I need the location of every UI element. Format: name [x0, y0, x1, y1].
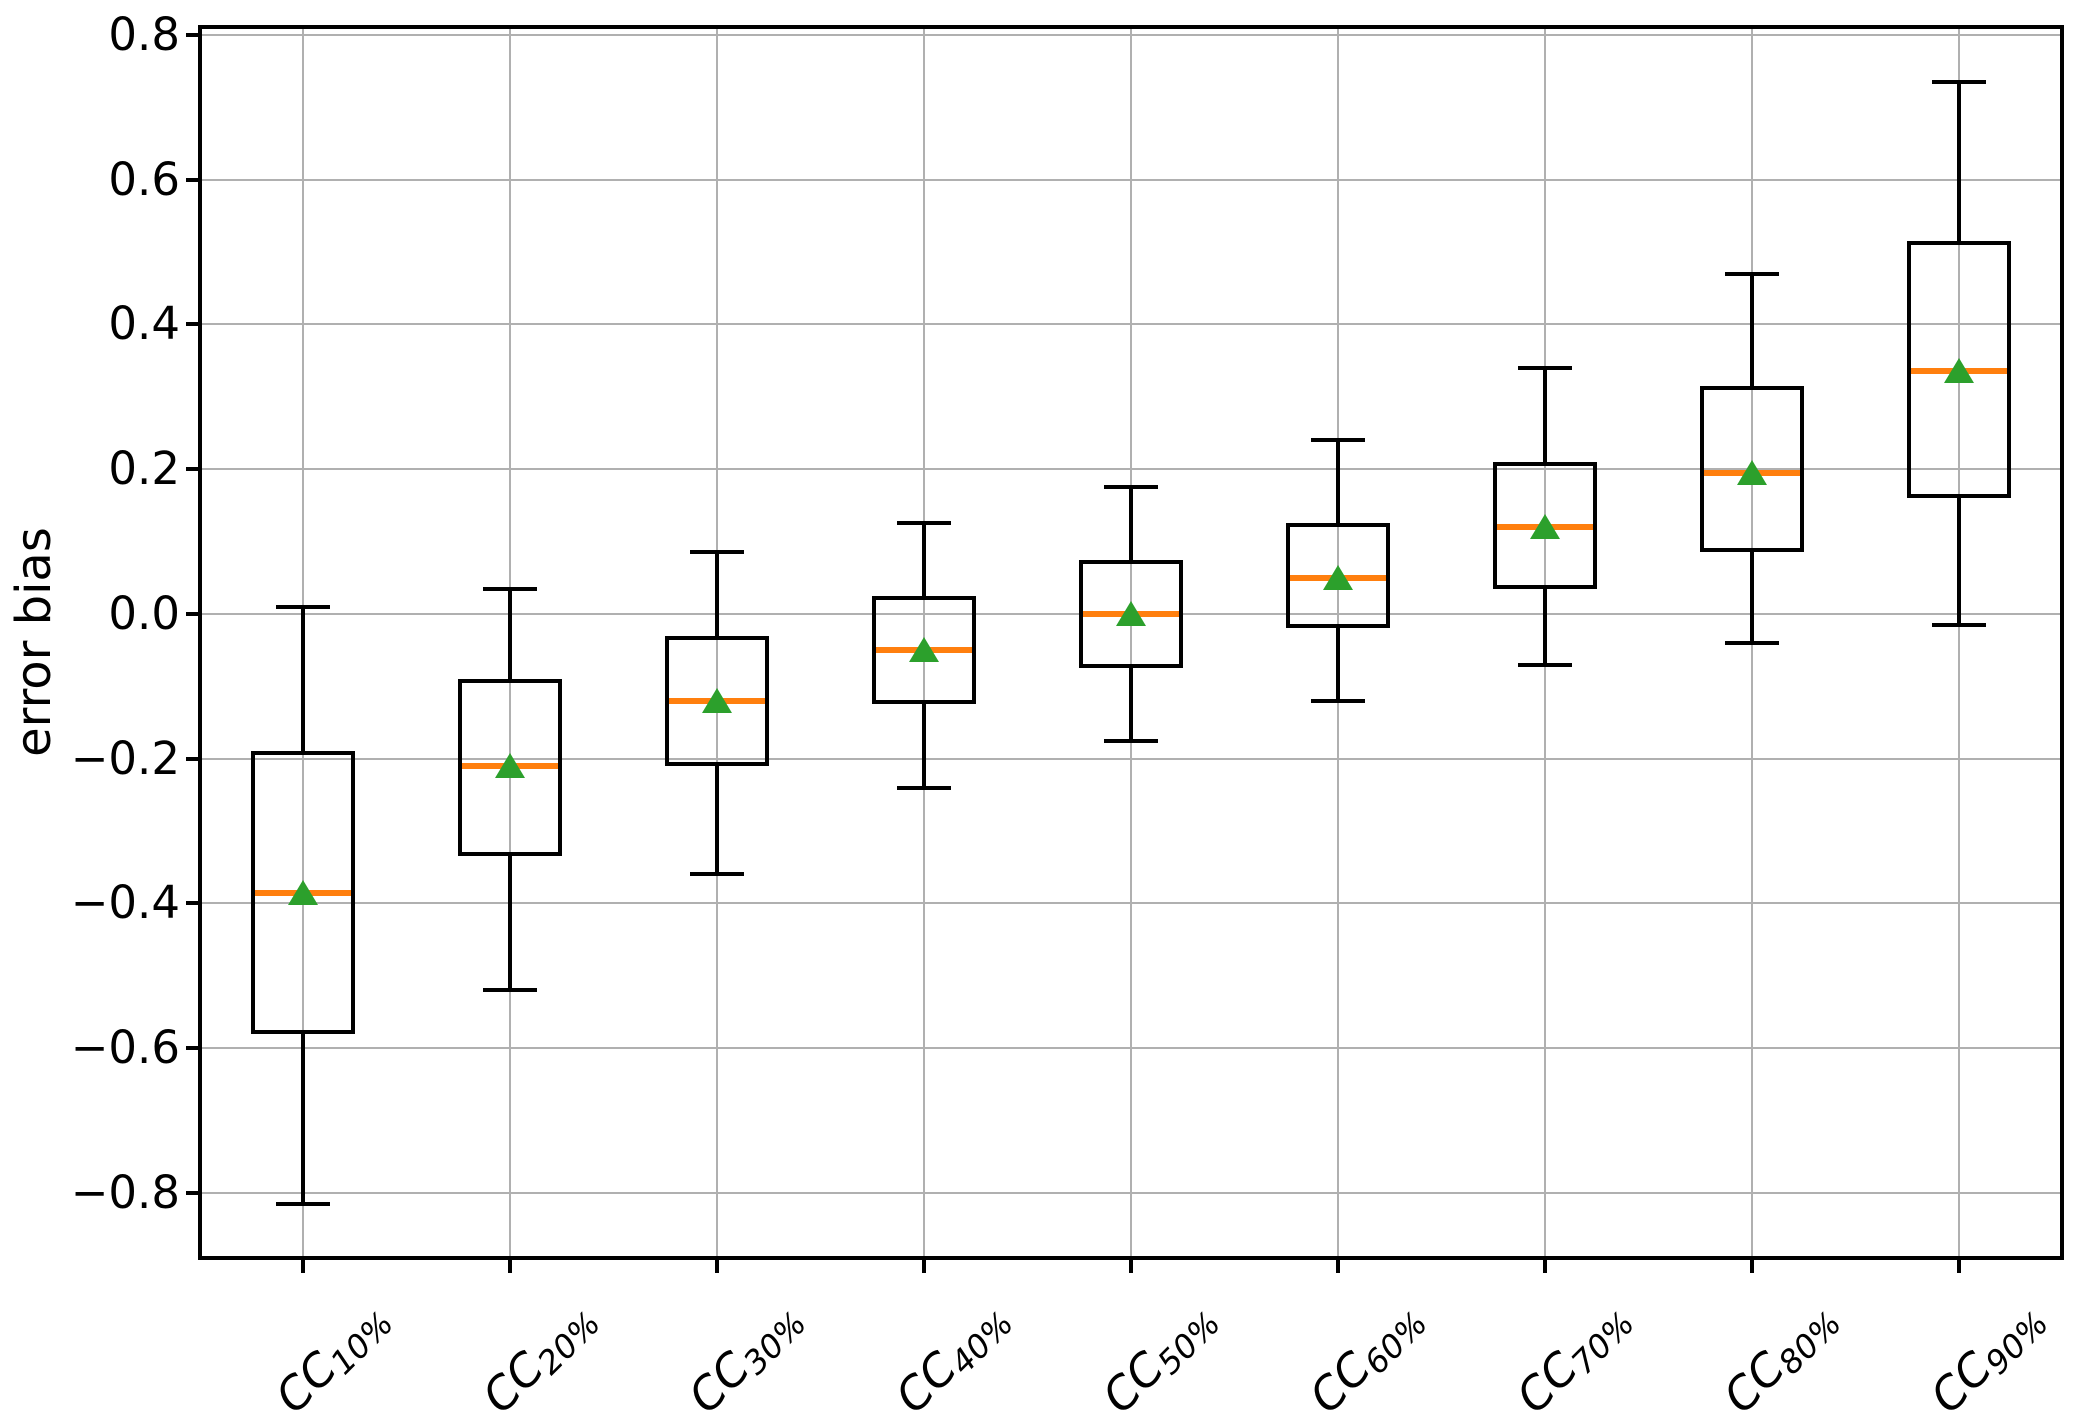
whisker-cap-upper: [1104, 485, 1158, 490]
x-tick-mark: [922, 1260, 927, 1273]
y-tick-mark: [186, 177, 198, 182]
mean-marker: [909, 637, 940, 663]
x-tick-mark: [1542, 1260, 1547, 1273]
grid-line-vertical: [716, 27, 719, 1258]
whisker-cap-lower: [1310, 698, 1365, 703]
whisker-cap-lower: [1104, 738, 1158, 743]
x-tick-mark: [1129, 1260, 1133, 1273]
whisker-cap-lower: [483, 988, 538, 993]
box-whisker-lower: [1129, 668, 1133, 741]
box-whisker-upper: [1542, 367, 1547, 462]
x-tick-mark: [1956, 1260, 1961, 1273]
y-tick-label: 0.6: [108, 152, 180, 206]
mean-marker: [495, 752, 526, 778]
box-iqr: [251, 751, 356, 1034]
box-whisker-upper: [1749, 273, 1754, 386]
box-iqr: [872, 595, 977, 705]
whisker-cap-lower: [1724, 640, 1779, 645]
box-iqr: [665, 635, 770, 766]
mean-marker: [1322, 564, 1353, 590]
box-whisker-lower: [922, 704, 927, 788]
box-iqr: [1492, 461, 1597, 589]
y-tick-label: 0.4: [108, 297, 180, 351]
whisker-cap-upper: [1310, 438, 1365, 443]
y-tick-mark: [186, 1046, 198, 1051]
y-tick-mark: [186, 901, 198, 906]
x-tick-label: CC80%: [1713, 1292, 1853, 1424]
mean-marker: [288, 879, 319, 905]
box-whisker-upper: [922, 523, 927, 596]
box-whisker-lower: [1335, 628, 1340, 701]
mean-marker: [1116, 600, 1146, 626]
box-whisker-lower: [1749, 552, 1754, 643]
x-tick-label: CC90%: [1920, 1292, 2060, 1424]
x-tick-label: CC60%: [1299, 1292, 1440, 1424]
x-tick-label: CC70%: [1506, 1292, 1646, 1424]
whisker-cap-lower: [276, 1201, 331, 1206]
box-whisker-upper: [715, 552, 720, 636]
grid-line-vertical: [1130, 27, 1132, 1258]
box-whisker-lower: [715, 765, 720, 875]
y-tick-mark: [186, 1190, 198, 1195]
box-whisker-upper: [1129, 487, 1133, 560]
mean-marker: [702, 687, 733, 713]
box-whisker-upper: [508, 588, 513, 680]
box-iqr: [1285, 523, 1390, 629]
mean-marker: [1529, 514, 1560, 540]
whisker-cap-upper: [1724, 271, 1779, 276]
y-tick-label: 0.2: [108, 442, 180, 496]
y-tick-mark: [186, 32, 198, 37]
grid-line-vertical: [1957, 27, 1960, 1258]
x-tick-mark: [508, 1260, 513, 1273]
whisker-cap-lower: [1517, 662, 1572, 667]
y-tick-mark: [186, 756, 198, 761]
box-whisker-lower: [1542, 588, 1547, 665]
y-tick-label: 0.0: [108, 586, 180, 640]
x-tick-label: CC20%: [472, 1292, 612, 1424]
box-whisker-upper: [301, 606, 306, 752]
x-tick-mark: [1335, 1260, 1340, 1273]
whisker-cap-upper: [690, 550, 745, 555]
whisker-cap-upper: [483, 586, 538, 591]
y-tick-label: −0.8: [70, 1165, 180, 1219]
box-whisker-upper: [1956, 82, 1961, 242]
y-axis-title: error bias: [6, 527, 62, 757]
y-tick-label: −0.6: [70, 1021, 180, 1075]
x-tick-label: CC40%: [885, 1292, 1026, 1424]
box-whisker-upper: [1335, 440, 1340, 524]
x-tick-mark: [301, 1260, 306, 1273]
x-tick-label: CC50%: [1092, 1292, 1233, 1424]
mean-marker: [1943, 358, 1974, 384]
y-tick-mark: [186, 467, 198, 472]
box-whisker-lower: [508, 856, 513, 991]
box-iqr: [1906, 241, 2011, 499]
box-whisker-lower: [1956, 498, 1961, 625]
x-tick-mark: [715, 1260, 720, 1273]
y-tick-label: 0.8: [108, 7, 180, 61]
whisker-cap-upper: [1931, 80, 1986, 84]
whisker-cap-upper: [897, 521, 952, 526]
box-whisker-lower: [301, 1033, 306, 1204]
box-iqr: [458, 679, 563, 857]
whisker-cap-upper: [1517, 365, 1572, 370]
box-iqr: [1079, 559, 1183, 669]
whisker-cap-lower: [690, 872, 745, 877]
whisker-cap-lower: [1931, 622, 1986, 627]
x-tick-mark: [1749, 1260, 1754, 1273]
x-tick-label: CC30%: [678, 1292, 819, 1424]
x-tick-label: CC10%: [265, 1292, 405, 1424]
axes-frame: [198, 25, 2064, 1260]
whisker-cap-upper: [276, 604, 331, 609]
y-tick-mark: [186, 322, 198, 327]
y-tick-label: −0.4: [70, 876, 180, 930]
box-iqr: [1699, 385, 1804, 553]
whisker-cap-lower: [897, 785, 952, 790]
y-tick-label: −0.2: [70, 731, 180, 785]
mean-marker: [1736, 459, 1767, 485]
y-tick-mark: [186, 611, 198, 616]
